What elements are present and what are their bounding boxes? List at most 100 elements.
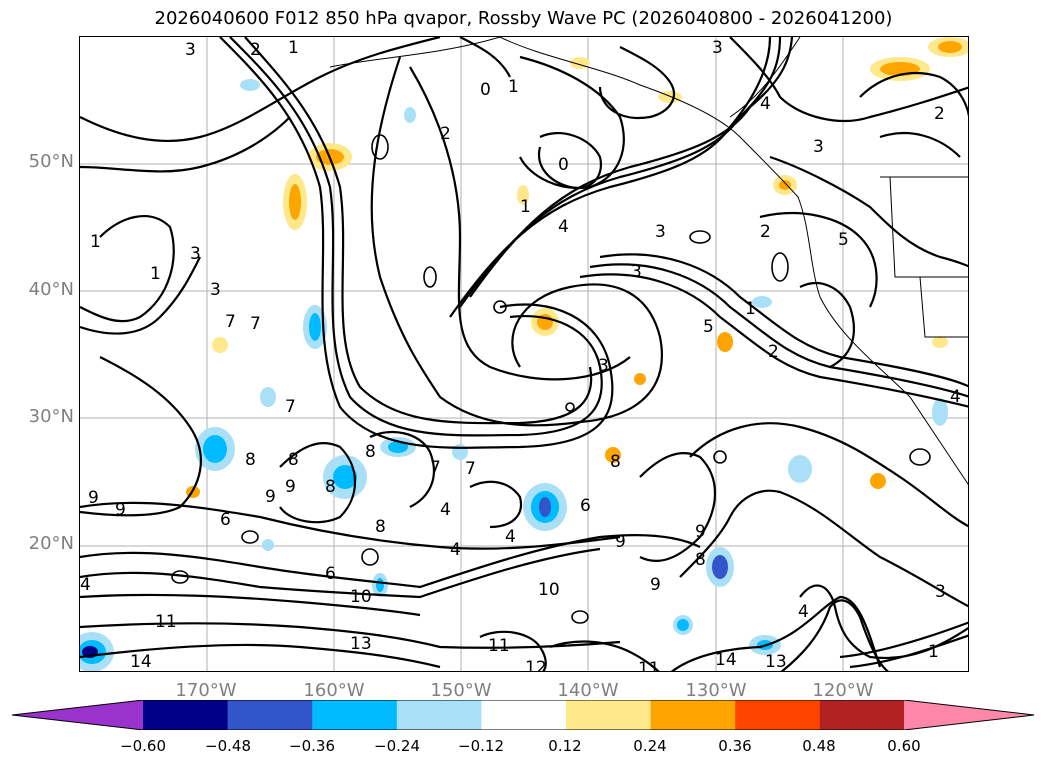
contour-label: 6 <box>580 496 591 516</box>
colorbar-tick: −0.12 <box>458 737 504 755</box>
contour-label: 11 <box>155 612 177 632</box>
colorbar-segment <box>735 700 821 730</box>
lat-label-40n: 40°N <box>28 279 74 300</box>
colorbar-tick: −0.60 <box>120 737 166 755</box>
contour-label: 8 <box>695 550 706 570</box>
contour-label: 1 <box>745 299 756 319</box>
colorbar-segment <box>566 700 652 730</box>
colorbar-segment <box>396 700 482 730</box>
contour-label: 11 <box>638 659 660 672</box>
contour-label: 8 <box>375 517 386 537</box>
contour-label: 7 <box>285 397 296 417</box>
lon-label-120w: 120°W <box>812 680 874 701</box>
colorbar-segments <box>143 700 905 730</box>
contour-label: 9 <box>88 488 99 508</box>
contour-label: 3 <box>712 38 723 58</box>
colorbar-tick: 0.36 <box>718 737 752 755</box>
contour-label: 3 <box>190 244 201 264</box>
contour-label: 8 <box>245 450 256 470</box>
contour-label: 4 <box>505 527 516 547</box>
contour-label: 13 <box>350 634 372 654</box>
colorbar-outline <box>11 700 1035 730</box>
lon-label-170w: 170°W <box>175 680 237 701</box>
contour-label: 2 <box>440 124 451 144</box>
contour-label: 8 <box>365 442 376 462</box>
contour-label: 14 <box>715 650 737 670</box>
contour-label: 2 <box>760 222 771 242</box>
anomaly-shading <box>80 37 968 671</box>
contour-label: 6 <box>220 510 231 530</box>
contour-label: 4 <box>760 94 771 114</box>
contour-label: 1 <box>520 197 531 217</box>
contour-label: 4 <box>950 387 961 407</box>
contour-label: 1 <box>928 642 939 662</box>
contour-label: 1 <box>90 232 101 252</box>
contour-lines <box>80 37 968 671</box>
contour-label: 9 <box>615 532 626 552</box>
graticule <box>80 37 968 671</box>
lat-label-30n: 30°N <box>28 406 74 427</box>
colorbar-segment <box>143 700 229 730</box>
lat-label-20n: 20°N <box>28 533 74 554</box>
contour-label: 0 <box>480 80 491 100</box>
colorbar-tick: 0.24 <box>633 737 667 755</box>
contour-label: 7 <box>465 459 476 479</box>
contour-label: 13 <box>765 652 787 672</box>
contour-label: 1 <box>150 264 161 284</box>
map-canvas: 3 2 1 0 1 2 3 4 2 3 0 1 4 3 3 2 5 1 5 2 … <box>80 37 968 672</box>
contour-label: 12 <box>525 658 547 672</box>
colorbar-tick: 0.60 <box>887 737 921 755</box>
small-contours <box>171 134 931 624</box>
contour-label: 4 <box>798 602 809 622</box>
colorbar-extend-low <box>12 700 143 730</box>
contour-label: 8 <box>288 450 299 470</box>
contour-label: 10 <box>538 580 560 600</box>
contour-label-group: 3 2 1 0 1 2 3 4 2 3 0 1 4 3 3 2 5 1 5 2 … <box>80 38 961 672</box>
contour-label: 3 <box>631 262 642 282</box>
contour-label: 14 <box>130 652 152 672</box>
colorbar-tick: −0.36 <box>289 737 335 755</box>
colorbar-tick: −0.48 <box>205 737 251 755</box>
colorbar-segment <box>650 700 736 730</box>
contour-label: 9 <box>115 500 126 520</box>
contour-label: 8 <box>325 477 336 497</box>
contour-label: 3 <box>935 582 946 602</box>
contour-label: 11 <box>488 636 510 656</box>
contour-label: 4 <box>450 540 461 560</box>
lon-label-150w: 150°W <box>430 680 492 701</box>
contour-label: 4 <box>558 217 569 237</box>
contour-label: 0 <box>558 155 569 175</box>
contour-label: 2 <box>768 342 779 362</box>
contour-label: 5 <box>838 230 849 250</box>
colorbar-tick: 0.12 <box>548 737 582 755</box>
lon-label-160w: 160°W <box>303 680 365 701</box>
contour-label: 8 <box>610 452 621 472</box>
map-title: 2026040600 F012 850 hPa qvapor, Rossby W… <box>154 8 893 29</box>
contour-label: 3 <box>598 356 609 376</box>
colorbar-tick: −0.24 <box>374 737 420 755</box>
lon-label-130w: 130°W <box>685 680 747 701</box>
colorbar-segment <box>312 700 398 730</box>
colorbar-extend-high <box>904 700 1034 730</box>
contour-label: 2 <box>250 40 261 60</box>
colorbar-segment <box>227 700 313 730</box>
contour-label: 10 <box>350 587 372 607</box>
colorbar <box>11 700 1035 730</box>
contour-label: 3 <box>185 40 196 60</box>
colorbar-segment <box>819 700 905 730</box>
contour-label: 5 <box>703 317 714 337</box>
contour-label: 9 <box>285 477 296 497</box>
contour-label: 2 <box>934 104 945 124</box>
contour-label: 6 <box>325 564 336 584</box>
colorbar-segment <box>481 700 567 730</box>
colorbar-tick: 0.48 <box>802 737 836 755</box>
contour-label: 7 <box>430 458 441 478</box>
contour-label: 9 <box>695 522 706 542</box>
contour-label: 3 <box>813 137 824 157</box>
contour-label: 7 <box>250 314 261 334</box>
contour-label: 1 <box>508 77 519 97</box>
contour-label: 3 <box>210 280 221 300</box>
lon-label-140w: 140°W <box>557 680 619 701</box>
contour-label: 4 <box>440 500 451 520</box>
contour-label: 3 <box>655 222 666 242</box>
